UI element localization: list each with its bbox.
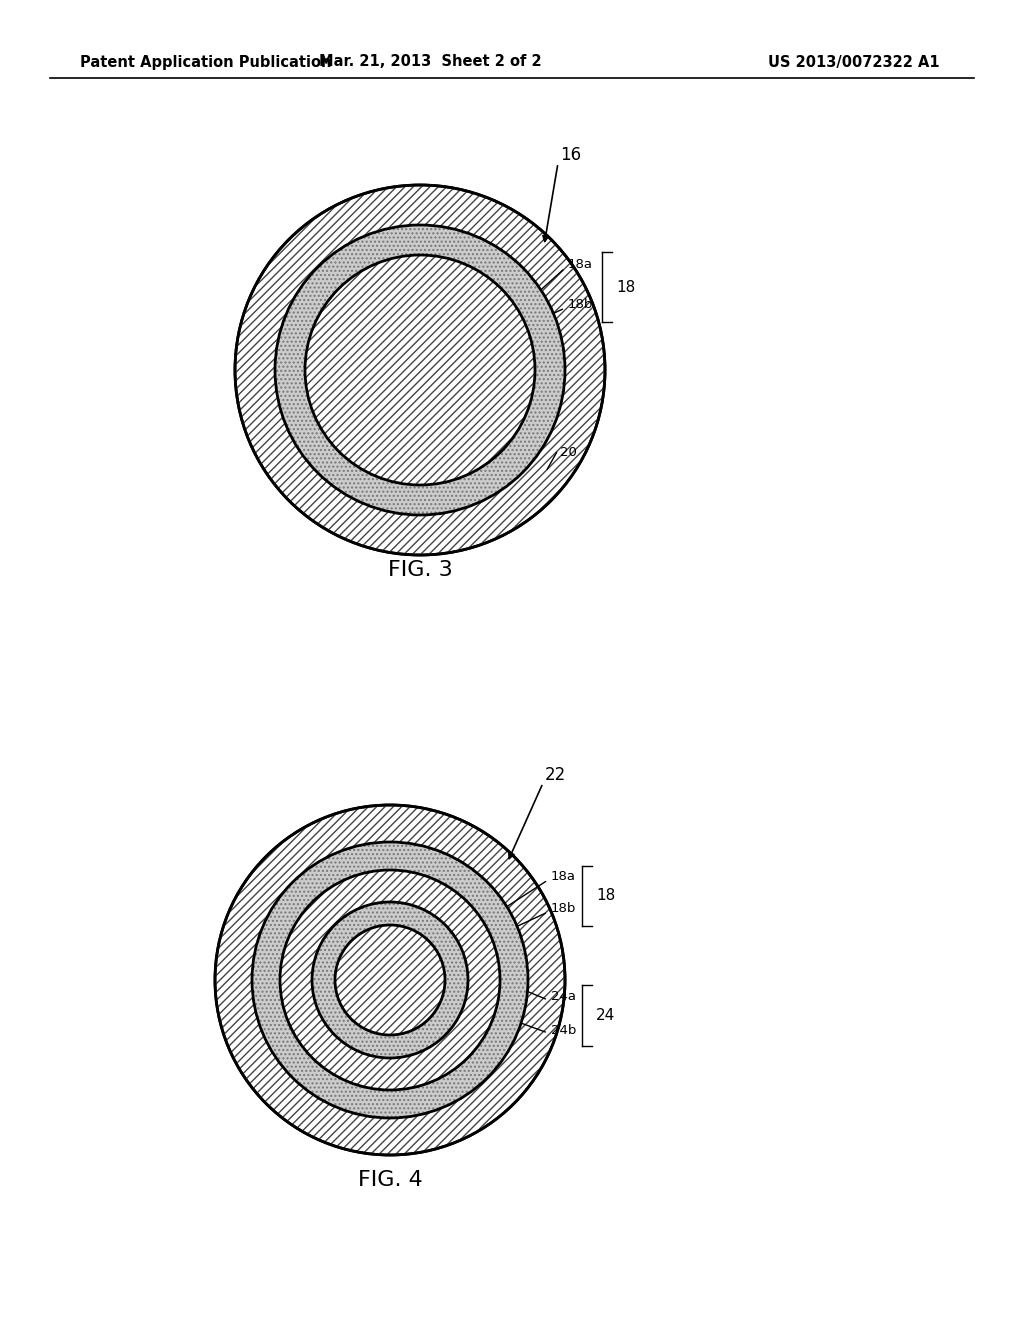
Circle shape <box>252 842 528 1118</box>
Text: 24: 24 <box>596 1007 615 1023</box>
Circle shape <box>275 224 565 515</box>
Circle shape <box>305 255 535 484</box>
Circle shape <box>305 255 535 484</box>
Text: 18: 18 <box>596 888 615 903</box>
Circle shape <box>234 185 605 554</box>
Circle shape <box>252 842 528 1118</box>
Text: US 2013/0072322 A1: US 2013/0072322 A1 <box>768 54 940 70</box>
Text: 18b: 18b <box>551 903 577 916</box>
Text: 18: 18 <box>616 280 635 294</box>
Circle shape <box>335 925 445 1035</box>
Circle shape <box>280 870 500 1090</box>
Circle shape <box>312 902 468 1059</box>
Text: 16: 16 <box>560 147 582 164</box>
Text: Patent Application Publication: Patent Application Publication <box>80 54 332 70</box>
Circle shape <box>215 805 565 1155</box>
Circle shape <box>335 925 445 1035</box>
Text: 24a: 24a <box>551 990 575 1003</box>
Circle shape <box>312 902 468 1059</box>
Text: FIG. 4: FIG. 4 <box>357 1170 422 1191</box>
Circle shape <box>280 870 500 1090</box>
Text: 22: 22 <box>545 766 566 784</box>
Text: 18b: 18b <box>568 298 593 312</box>
Text: 24b: 24b <box>551 1023 577 1036</box>
Circle shape <box>275 224 565 515</box>
Text: 20: 20 <box>560 446 577 458</box>
Text: 18a: 18a <box>551 870 575 883</box>
Text: FIG. 3: FIG. 3 <box>388 560 453 579</box>
Text: 18a: 18a <box>568 259 593 272</box>
Text: Mar. 21, 2013  Sheet 2 of 2: Mar. 21, 2013 Sheet 2 of 2 <box>318 54 542 70</box>
